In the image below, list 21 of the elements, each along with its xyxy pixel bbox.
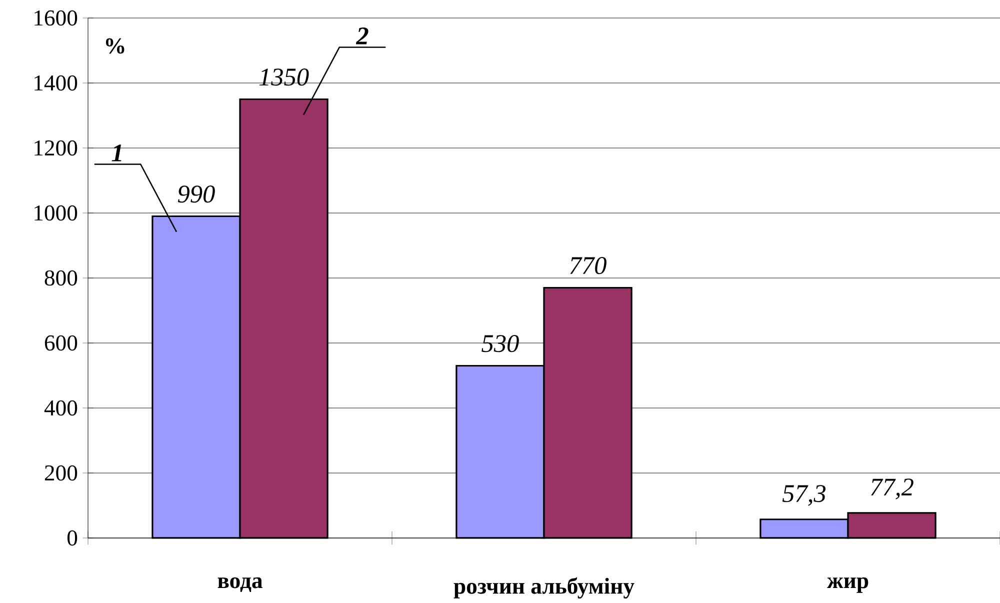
data-label: 530 bbox=[482, 335, 519, 352]
text: 1 bbox=[112, 144, 122, 162]
y-tick-label: 800 bbox=[44, 270, 78, 286]
y-tick-label: 600 bbox=[44, 335, 78, 351]
y-tick-label: 1400 bbox=[34, 75, 78, 91]
y-tick-label: 200 bbox=[44, 465, 78, 481]
text: 2 bbox=[356, 28, 368, 44]
y-tick-label: 1200 bbox=[34, 140, 78, 156]
y-axis-title: % bbox=[106, 38, 124, 54]
data-label: 57,3 bbox=[782, 485, 826, 506]
y-tick-label: 1600 bbox=[34, 10, 78, 26]
x-tick-label: розчин альбуміну bbox=[454, 577, 634, 598]
y-tick-label: 400 bbox=[44, 400, 78, 416]
y-tick-label: 0 bbox=[67, 530, 78, 546]
data-label: 77,2 bbox=[871, 478, 914, 500]
x-tick-label: жир bbox=[826, 577, 868, 593]
data-label: 770 bbox=[570, 257, 606, 274]
x-tick-label: вода bbox=[218, 577, 262, 592]
data-label: 990 bbox=[178, 186, 215, 203]
data-label: 1350 bbox=[259, 68, 309, 86]
y-tick-label: 1000 bbox=[34, 205, 78, 221]
